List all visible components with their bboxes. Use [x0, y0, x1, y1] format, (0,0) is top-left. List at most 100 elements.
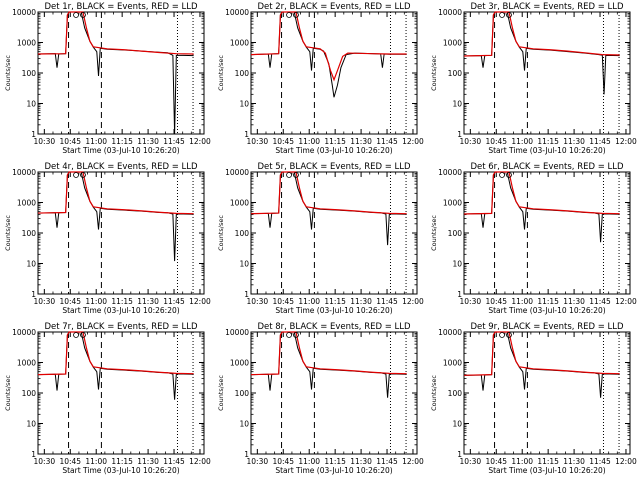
- x-tick-label: 11:00: [85, 137, 107, 146]
- lld-series-line: [250, 11, 407, 82]
- x-tick-label: 11:45: [376, 297, 398, 306]
- saturation-marker: [80, 12, 86, 18]
- chart-panel-7: Det 7r, BLACK = Events, RED = LLD 1 10 100 1…: [4, 322, 211, 475]
- x-tick-label: 10:45: [272, 457, 294, 466]
- y-axis-label: Counts/sec: [4, 375, 12, 411]
- x-tick-label: 11:15: [111, 297, 133, 306]
- x-tick-label: 10:30: [34, 137, 56, 146]
- x-axis-label: Start Time (03-Jul-10 10:26:20): [488, 146, 605, 155]
- x-tick-label: 10:45: [272, 137, 294, 146]
- y-tick-label: 1: [457, 290, 462, 299]
- chart-panel-2: Det 2r, BLACK = Events, RED = LLD 1 10 100 1…: [217, 2, 424, 155]
- y-tick-label: 10: [26, 420, 36, 429]
- x-tick-label: 11:15: [537, 297, 559, 306]
- x-tick-label: 11:30: [137, 137, 159, 146]
- chart-panel-3: Det 3r, BLACK = Events, RED = LLD 1 10 100 1…: [430, 2, 637, 155]
- y-tick-label: 10000: [438, 328, 462, 337]
- y-tick-label: 10: [26, 260, 36, 269]
- y-tick-label: 1000: [17, 359, 36, 368]
- x-tick-label: 12:00: [189, 137, 211, 146]
- x-tick-label: 10:45: [485, 457, 507, 466]
- chart-panel-9: Det 9r, BLACK = Events, RED = LLD 1 10 100 1…: [430, 322, 637, 475]
- x-tick-label: 12:00: [402, 297, 424, 306]
- y-axis-label: Counts/sec: [430, 215, 438, 251]
- y-tick-label: 1: [244, 450, 249, 459]
- x-tick-label: 12:00: [615, 137, 637, 146]
- events-series-line: [250, 331, 407, 398]
- y-axis-label: Counts/sec: [217, 55, 225, 91]
- x-axis-label: Start Time (03-Jul-10 10:26:20): [62, 306, 179, 315]
- x-tick-label: 11:00: [511, 457, 533, 466]
- x-axis-label: Start Time (03-Jul-10 10:26:20): [488, 466, 605, 475]
- saturation-marker: [293, 172, 299, 178]
- lld-series-line: [250, 331, 407, 376]
- y-tick-label: 10: [239, 420, 249, 429]
- events-series-line: [37, 331, 194, 400]
- chart-panel-5: Det 5r, BLACK = Events, RED = LLD 1 10 100 1…: [217, 162, 424, 315]
- y-tick-label: 10000: [12, 168, 36, 177]
- x-tick-label: 10:30: [34, 297, 56, 306]
- y-tick-label: 100: [22, 229, 37, 238]
- plot-frame: [37, 11, 205, 135]
- saturation-marker: [506, 12, 512, 18]
- plot-frame: [463, 331, 631, 455]
- chart-panel-6: Det 6r, BLACK = Events, RED = LLD 1 10 100 1…: [430, 162, 637, 315]
- saturation-marker: [73, 12, 79, 18]
- x-tick-label: 11:45: [376, 137, 398, 146]
- plot-frame: [250, 171, 418, 295]
- y-tick-label: 10000: [12, 328, 36, 337]
- x-tick-label: 11:00: [298, 137, 320, 146]
- x-tick-label: 11:30: [350, 297, 372, 306]
- x-tick-label: 10:45: [59, 297, 81, 306]
- x-tick-label: 10:30: [247, 457, 269, 466]
- y-tick-label: 1: [244, 130, 249, 139]
- y-tick-label: 1000: [17, 39, 36, 48]
- chart-title: Det 2r, BLACK = Events, RED = LLD: [257, 2, 411, 12]
- x-tick-label: 12:00: [615, 457, 637, 466]
- x-tick-label: 11:00: [511, 297, 533, 306]
- y-axis-label: Counts/sec: [430, 375, 438, 411]
- x-tick-label: 11:30: [563, 297, 585, 306]
- saturation-marker: [506, 332, 512, 338]
- y-tick-label: 10000: [225, 168, 249, 177]
- chart-title: Det 8r, BLACK = Events, RED = LLD: [257, 322, 411, 332]
- saturation-marker: [286, 332, 292, 338]
- x-tick-label: 11:15: [111, 137, 133, 146]
- saturation-marker: [286, 172, 292, 178]
- chart-title: Det 5r, BLACK = Events, RED = LLD: [257, 162, 411, 172]
- x-tick-label: 11:45: [589, 137, 611, 146]
- x-tick-label: 10:30: [460, 137, 482, 146]
- saturation-marker: [506, 172, 512, 178]
- saturation-marker: [80, 172, 86, 178]
- x-tick-label: 10:30: [34, 457, 56, 466]
- x-tick-label: 11:30: [137, 457, 159, 466]
- events-series-line: [463, 11, 620, 95]
- chart-title: Det 3r, BLACK = Events, RED = LLD: [470, 2, 624, 12]
- plot-frame: [37, 331, 205, 455]
- x-tick-label: 12:00: [402, 457, 424, 466]
- saturation-marker: [499, 12, 505, 18]
- y-tick-label: 1000: [443, 359, 462, 368]
- chart-title: Det 7r, BLACK = Events, RED = LLD: [44, 322, 198, 332]
- y-tick-label: 10: [452, 100, 462, 109]
- y-axis-label: Counts/sec: [217, 215, 225, 251]
- x-tick-label: 12:00: [615, 297, 637, 306]
- y-tick-label: 1: [457, 130, 462, 139]
- y-axis-label: Counts/sec: [4, 55, 12, 91]
- lld-series-line: [463, 171, 620, 215]
- x-tick-label: 10:45: [59, 137, 81, 146]
- y-tick-label: 10: [239, 100, 249, 109]
- events-series-line: [463, 171, 620, 243]
- x-tick-label: 11:00: [298, 457, 320, 466]
- x-tick-label: 11:30: [350, 457, 372, 466]
- y-tick-label: 1: [31, 450, 36, 459]
- x-tick-label: 10:30: [247, 137, 269, 146]
- x-axis-label: Start Time (03-Jul-10 10:26:20): [62, 146, 179, 155]
- saturation-marker: [499, 172, 505, 178]
- plot-frame: [463, 171, 631, 295]
- y-tick-label: 100: [235, 229, 250, 238]
- y-tick-label: 100: [235, 69, 250, 78]
- y-tick-label: 1000: [230, 39, 249, 48]
- y-tick-label: 100: [448, 69, 463, 78]
- y-tick-label: 100: [22, 389, 37, 398]
